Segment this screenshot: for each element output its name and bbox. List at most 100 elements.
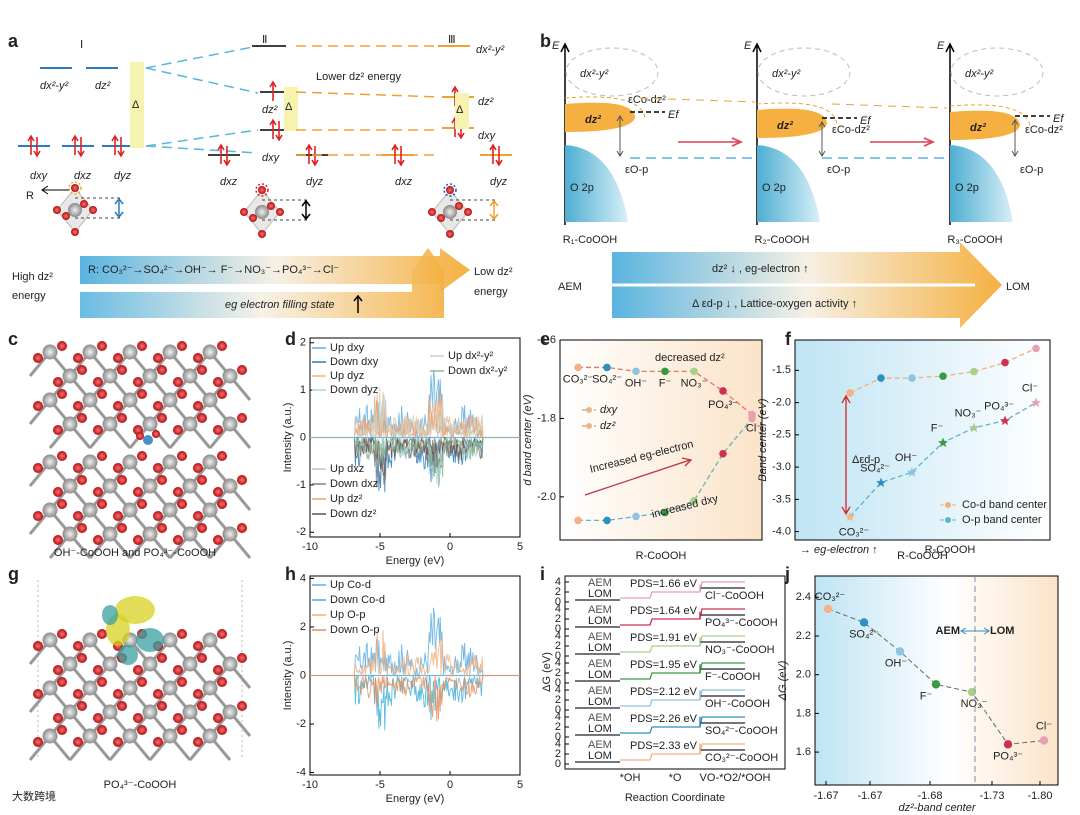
oxygen [177, 389, 187, 399]
label: → eg-electron ↑ [800, 544, 878, 556]
oxygen [133, 713, 143, 723]
point [876, 477, 886, 488]
oxygen [113, 511, 123, 521]
point [907, 467, 917, 477]
point [603, 363, 611, 372]
oxygen [73, 641, 83, 651]
oxygen [33, 353, 43, 363]
oxygen [217, 499, 227, 509]
cobalt [255, 205, 269, 219]
y-tick-label: 2 [555, 694, 561, 706]
trend-arrow [80, 248, 470, 292]
label: dz² [777, 120, 793, 132]
cobalt [182, 478, 198, 494]
label: dxz [74, 170, 92, 182]
x-tick-label: -10 [302, 779, 318, 791]
step-line [620, 689, 745, 707]
arrow [353, 294, 363, 313]
row-label: OH⁻-CoOOH [705, 698, 770, 710]
oxygen [77, 653, 87, 663]
oxygen [193, 689, 203, 699]
oxygen [97, 677, 107, 687]
y-tick-label: -1.8 [537, 412, 556, 424]
line [145, 145, 259, 154]
legend-label: Up dyz [330, 370, 364, 382]
x-tick-label: 5 [517, 779, 523, 791]
oxygen [213, 487, 223, 497]
oxygen [464, 208, 472, 216]
label: R: CO₃²⁻→SO₄²⁻→OH⁻→ F⁻→NO₃⁻→PO₄³⁻→Cl⁻ [88, 264, 339, 276]
oxygen [57, 725, 67, 735]
oxygen [93, 377, 103, 387]
cobalt [202, 454, 218, 470]
shift-arrow [301, 199, 311, 221]
oxygen [113, 353, 123, 363]
y-tick-label: 1.8 [796, 707, 811, 719]
spin [275, 121, 283, 142]
y-tick-label: 4 [555, 738, 561, 750]
oxygen [213, 535, 223, 545]
x-tick-label: VO-*O2/*OOH [700, 772, 771, 784]
oxygen [89, 206, 97, 214]
cobalt [102, 416, 118, 432]
oxygen [33, 737, 43, 747]
panel-label: e [540, 329, 550, 349]
oxygen [173, 377, 183, 387]
y-tick-label: -2.0 [772, 396, 791, 408]
y-tick-label: 4 [300, 572, 306, 584]
dz2-outline [756, 102, 838, 127]
y-tick-label: -2.5 [772, 429, 791, 441]
y-tick-label: 0 [300, 431, 306, 443]
legend-label: Down Co-d [330, 594, 385, 606]
x-axis-label: R-CoOOH [897, 550, 948, 562]
oxygen [267, 202, 275, 210]
cobalt [142, 368, 158, 384]
y-axis-label: ΔG (eV) [777, 660, 789, 701]
oxygen [173, 487, 183, 497]
oxygen [93, 487, 103, 497]
y-tick-label: 2 [555, 586, 561, 598]
point-label: PO₄³⁻ [708, 399, 738, 411]
x-tick-label: -1.68 [917, 790, 942, 802]
y-tick-label: 0 [555, 758, 561, 770]
x-tick-label: 5 [517, 541, 523, 553]
oxygen [217, 451, 227, 461]
label: OH⁻-CoOOH and PO₄³⁻-CoOOH [54, 547, 216, 559]
point-label: SO₄²⁻ [592, 373, 622, 385]
oxygen [213, 665, 223, 675]
panel-label: g [8, 564, 19, 584]
oxygen [240, 208, 248, 216]
oxygen [71, 184, 79, 192]
label: R₃-CoOOH [947, 234, 1002, 246]
label: AEM [588, 631, 612, 643]
cobalt [162, 680, 178, 696]
oxygen [173, 425, 183, 435]
oxygen [97, 725, 107, 735]
y-tick-label: 4 [555, 711, 561, 723]
label: Ⅱ [262, 34, 267, 46]
oxygen [80, 200, 88, 208]
oxygen [33, 511, 43, 521]
oxygen [117, 475, 127, 485]
oxygen [152, 430, 160, 438]
x-tick-label: -10 [302, 541, 318, 553]
label: dxy [30, 170, 49, 182]
legend-label: dxy [600, 404, 619, 416]
label: LOM [588, 723, 612, 735]
step-line [620, 635, 745, 653]
gap [455, 93, 469, 129]
label: energy [12, 290, 46, 302]
label: AEM [936, 625, 960, 637]
cobalt [182, 368, 198, 384]
oxygen [77, 475, 87, 485]
point-label: NO₃⁻ [955, 408, 982, 420]
oxygen [197, 523, 207, 533]
cobalt [82, 728, 98, 744]
label: Low dz² [474, 266, 513, 278]
label: E [744, 40, 752, 52]
legend-label: Down dxz [330, 478, 378, 490]
oxygen [133, 377, 143, 387]
cobalt [162, 344, 178, 360]
cobalt [102, 704, 118, 720]
value-label: PDS=1.95 eV [630, 659, 698, 671]
